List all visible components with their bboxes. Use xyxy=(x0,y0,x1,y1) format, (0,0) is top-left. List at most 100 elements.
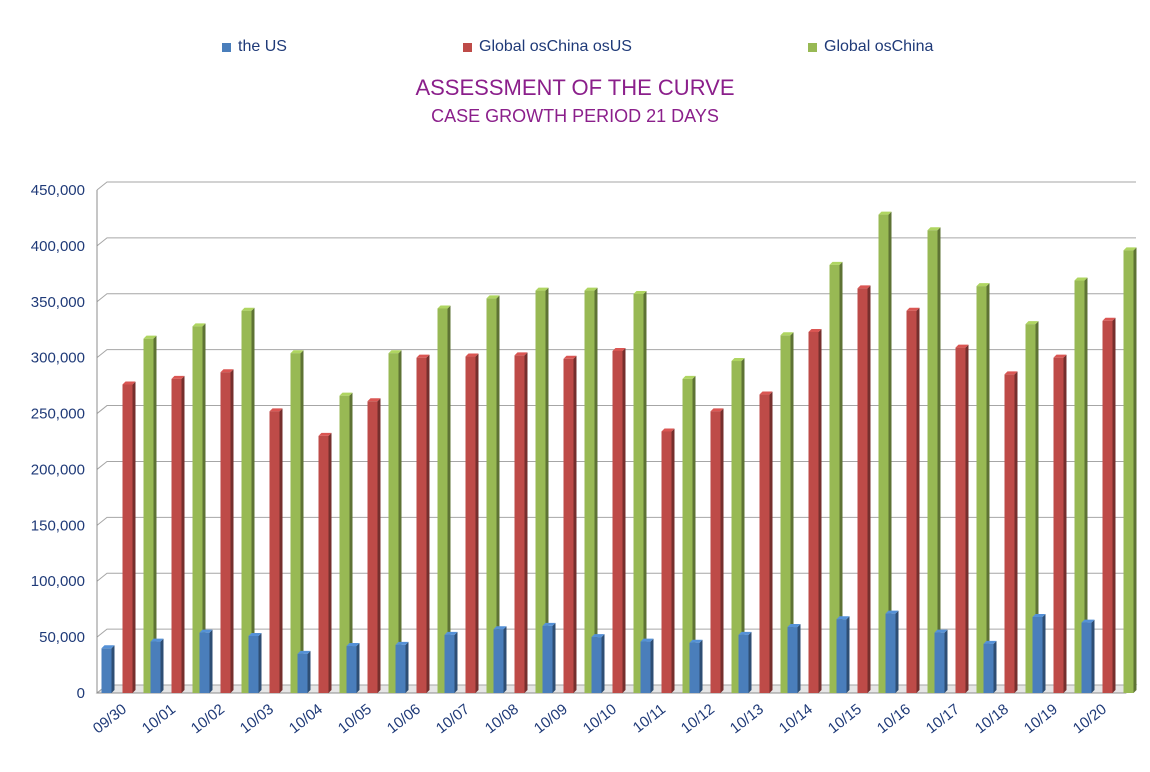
bar-side xyxy=(405,641,409,693)
bar-side xyxy=(769,391,773,693)
bar-top xyxy=(465,353,479,357)
bar-side xyxy=(1133,247,1137,694)
chart-title: ASSESSMENT OF THE CURVE xyxy=(415,75,735,100)
bar-the-us xyxy=(297,650,311,693)
bar-top xyxy=(983,640,997,644)
y-tick-label: 100,000 xyxy=(31,573,85,590)
bar-side xyxy=(839,261,843,693)
bar-top xyxy=(738,631,752,635)
x-tick-label: 10/15 xyxy=(825,701,865,738)
bar-top xyxy=(143,335,157,339)
bar-front xyxy=(1074,280,1085,693)
bar-side xyxy=(300,350,304,693)
bar-the-us xyxy=(591,634,605,693)
bar-side xyxy=(818,328,822,693)
bar-side xyxy=(454,631,458,693)
bar-front xyxy=(437,308,448,693)
bar-side xyxy=(279,408,283,693)
bar-front xyxy=(395,644,406,693)
bar-top xyxy=(150,638,164,642)
bar-global-oschina xyxy=(290,350,304,693)
bar-front xyxy=(514,355,525,693)
y-tick-label: 350,000 xyxy=(31,294,85,311)
bar-front xyxy=(633,293,644,693)
bar-global-oschina xyxy=(731,358,745,693)
y-tick-label: 150,000 xyxy=(31,517,85,534)
bar-top xyxy=(220,369,234,373)
bar-global-oschina-osus xyxy=(318,432,332,693)
bar-top xyxy=(493,626,507,630)
bar-global-oschina-osus xyxy=(661,428,675,693)
bar-side xyxy=(377,398,381,693)
x-tick-label: 10/10 xyxy=(580,701,620,738)
bar-top xyxy=(1004,371,1018,375)
bar-front xyxy=(318,435,329,693)
gridline xyxy=(96,237,1136,247)
bar-front xyxy=(339,395,350,693)
bar-side xyxy=(643,290,647,693)
bar-top xyxy=(640,638,654,642)
x-tick-label: 10/06 xyxy=(384,701,424,738)
bar-top xyxy=(976,283,990,287)
bar-front xyxy=(367,401,378,693)
bar-side xyxy=(202,323,206,693)
bar-front xyxy=(1081,622,1092,693)
bar-front xyxy=(591,637,602,693)
bar-global-oschina-osus xyxy=(612,347,626,693)
bar-front xyxy=(563,358,574,693)
bar-side xyxy=(524,352,528,693)
bar-top xyxy=(339,392,353,396)
bar-front xyxy=(731,361,742,693)
bar-global-oschina-osus xyxy=(514,352,528,693)
y-tick-label: 0 xyxy=(77,685,85,702)
legend-item-global-oschina-osus: Global osChina osUS xyxy=(463,38,632,56)
x-tick-label: 10/07 xyxy=(433,701,473,738)
bar-the-us xyxy=(689,639,703,693)
bar-side xyxy=(258,632,262,693)
bar-side xyxy=(209,629,213,693)
bar-side xyxy=(993,640,997,693)
bar-global-oschina xyxy=(1123,247,1137,694)
x-tick-label: 10/14 xyxy=(776,701,816,738)
bar-top xyxy=(780,332,794,336)
bar-front xyxy=(738,634,749,693)
bar-front xyxy=(689,642,700,693)
bar-global-oschina xyxy=(584,287,598,693)
bar-front xyxy=(934,632,945,693)
bar-global-oschina xyxy=(486,295,500,693)
x-tick-label: 10/12 xyxy=(678,701,718,738)
bar-front xyxy=(1102,320,1113,693)
bar-the-us xyxy=(395,641,409,693)
bar-side xyxy=(797,624,801,693)
bar-front xyxy=(101,648,112,693)
bar-top xyxy=(388,350,402,354)
bar-front xyxy=(885,613,896,693)
bar-front xyxy=(976,286,987,693)
bar-front xyxy=(199,632,210,693)
bar-side xyxy=(1091,619,1095,693)
bar-front xyxy=(542,625,553,693)
x-tick-label: 10/09 xyxy=(531,701,571,738)
x-tick-label: 10/17 xyxy=(923,701,963,738)
bar-front xyxy=(150,641,161,693)
legend-item-the-us: the US xyxy=(222,38,287,56)
bar-the-us xyxy=(248,632,262,693)
bar-global-oschina xyxy=(241,307,255,693)
bar-global-oschina xyxy=(437,305,451,693)
x-tick-label: 10/03 xyxy=(237,701,277,738)
bar-front xyxy=(640,641,651,693)
bar-side xyxy=(692,375,696,693)
bar-front xyxy=(829,264,840,693)
y-tick-label: 200,000 xyxy=(31,461,85,478)
bar-top xyxy=(591,634,605,638)
bar-global-oschina xyxy=(1025,321,1039,693)
bar-front xyxy=(836,619,847,693)
bar-side xyxy=(475,353,479,693)
x-tick-label: 10/20 xyxy=(1070,701,1110,738)
gridline xyxy=(96,293,1136,303)
x-tick-label: 09/30 xyxy=(90,701,130,738)
bar-side xyxy=(1063,354,1067,693)
bar-side xyxy=(944,629,948,693)
bar-top xyxy=(885,610,899,614)
bar-top xyxy=(1102,317,1116,321)
